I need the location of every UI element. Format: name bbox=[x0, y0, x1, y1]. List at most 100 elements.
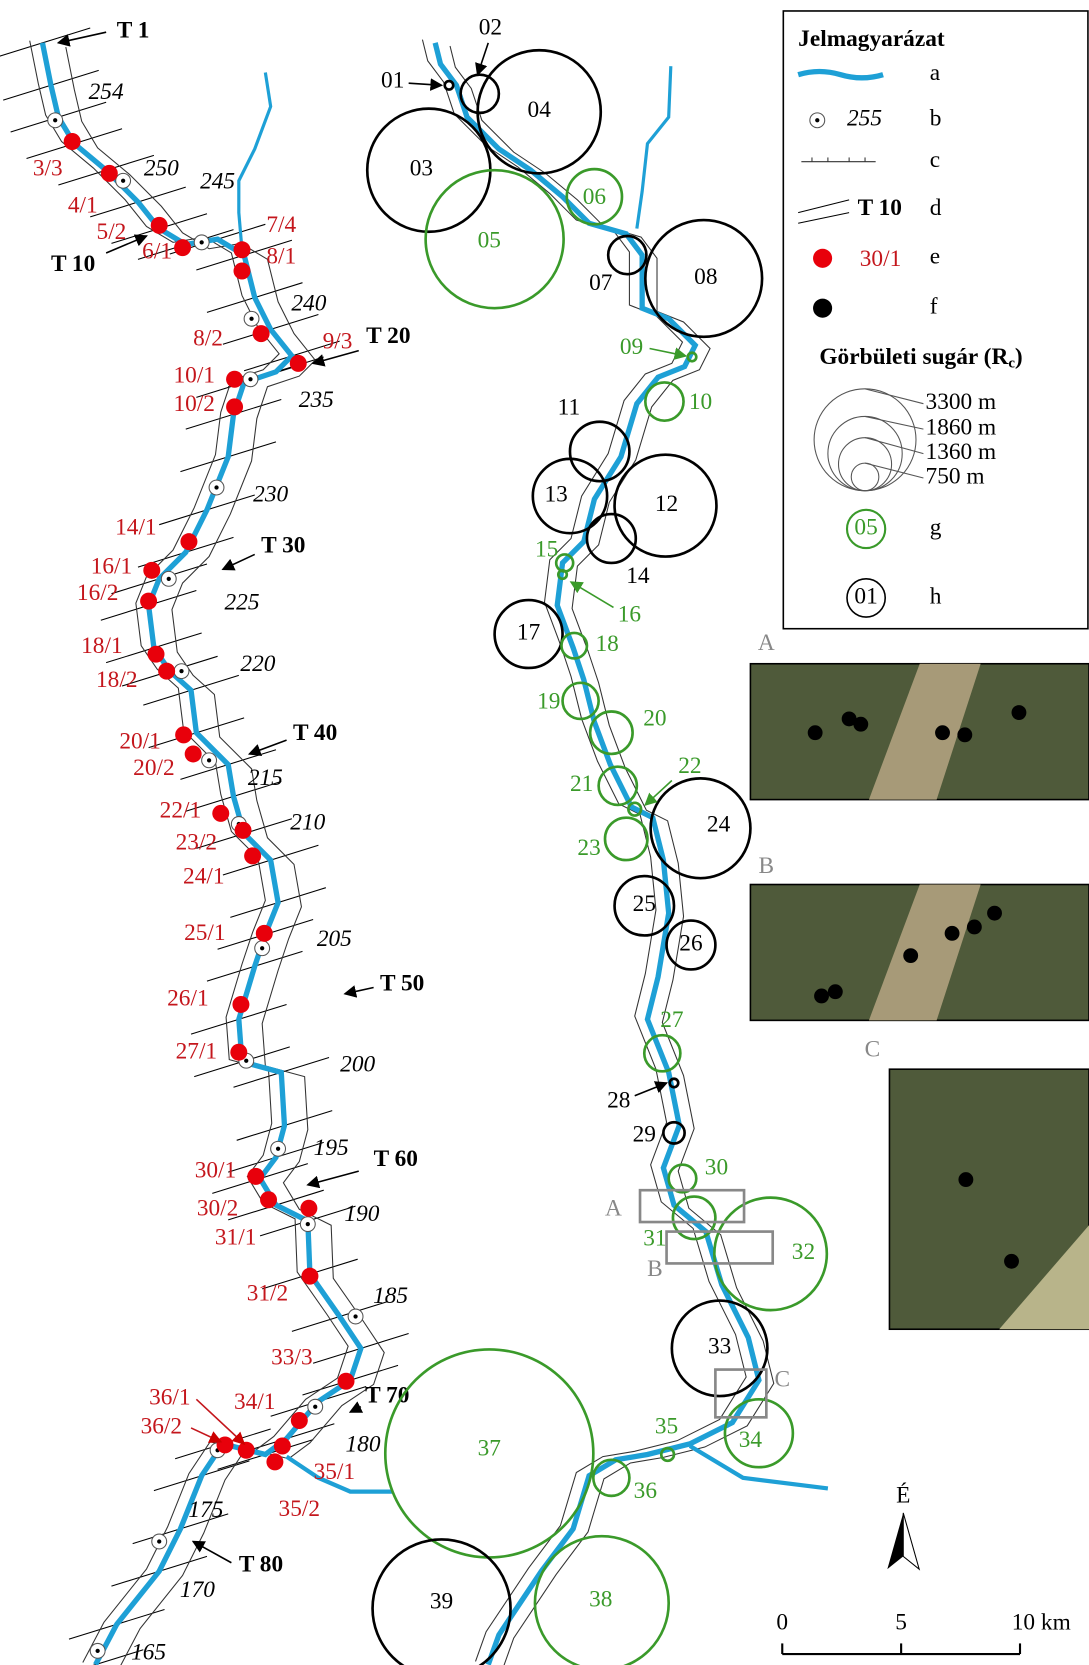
section-label: T 1 bbox=[117, 18, 150, 44]
point-label: 23/2 bbox=[176, 830, 218, 856]
point-label: 8/2 bbox=[193, 325, 223, 351]
km-label: 185 bbox=[373, 1283, 408, 1309]
bend-circle bbox=[605, 818, 647, 860]
sample-point bbox=[301, 1268, 318, 1285]
bend-label: 39 bbox=[430, 1588, 453, 1614]
bend-label: 20 bbox=[643, 705, 666, 731]
km-marker-dot bbox=[244, 1059, 248, 1063]
legend-radius-label: 1860 m bbox=[926, 415, 997, 441]
legend-label: 30/1 bbox=[860, 246, 902, 272]
north-arrow-right bbox=[903, 1513, 919, 1569]
sample-point bbox=[260, 1191, 277, 1208]
km-label: 165 bbox=[131, 1639, 166, 1665]
point-label: 27/1 bbox=[176, 1039, 218, 1065]
bend-label: 34 bbox=[739, 1427, 763, 1453]
sample-point bbox=[148, 646, 165, 663]
inset-point bbox=[967, 920, 982, 935]
km-label: 170 bbox=[180, 1577, 215, 1603]
inset-point bbox=[987, 906, 1002, 921]
legend-letter: h bbox=[930, 583, 942, 609]
km-label: 245 bbox=[200, 168, 235, 194]
sample-point bbox=[244, 847, 261, 864]
map-box-label: B bbox=[647, 1256, 663, 1282]
arrow bbox=[193, 1542, 231, 1563]
point-label: 9/3 bbox=[323, 329, 353, 355]
point-label: 26/1 bbox=[167, 986, 209, 1012]
km-marker-dot bbox=[167, 577, 171, 581]
km-label: 200 bbox=[340, 1051, 375, 1077]
inset-point bbox=[903, 948, 918, 963]
arrow bbox=[635, 1083, 667, 1096]
arrow bbox=[308, 1171, 359, 1185]
bend-label: 30 bbox=[705, 1154, 728, 1180]
point-label: 34/1 bbox=[234, 1389, 276, 1415]
km-label: 225 bbox=[224, 590, 259, 616]
legend-photo-point bbox=[813, 299, 832, 318]
sample-point bbox=[300, 1200, 317, 1217]
bend-label: 13 bbox=[545, 481, 568, 507]
inset-point bbox=[935, 725, 950, 740]
point-label: 24/1 bbox=[183, 863, 225, 889]
legend-title: Jelmagyarázat bbox=[798, 26, 945, 52]
bend-label: 16 bbox=[618, 601, 641, 627]
sample-point bbox=[238, 1442, 255, 1459]
sample-point bbox=[235, 822, 252, 839]
bend-label: 37 bbox=[478, 1436, 501, 1462]
bend-label: 09 bbox=[620, 334, 643, 360]
bend-label: 27 bbox=[660, 1007, 683, 1033]
km-label: 195 bbox=[314, 1135, 349, 1161]
inset-point bbox=[957, 727, 972, 742]
bend-label: 06 bbox=[583, 184, 606, 210]
scale-label: 10 km bbox=[1012, 1610, 1071, 1636]
sample-point bbox=[266, 1453, 283, 1470]
sample-point bbox=[175, 726, 192, 743]
km-marker-dot bbox=[260, 946, 264, 950]
point-label: 14/1 bbox=[115, 514, 157, 540]
bend-label: 12 bbox=[655, 491, 678, 517]
point-label: 36/1 bbox=[149, 1385, 191, 1411]
sample-point bbox=[143, 562, 160, 579]
point-label: 31/2 bbox=[247, 1281, 289, 1307]
sample-point bbox=[234, 263, 251, 280]
legend-radius-label: 1360 m bbox=[926, 439, 997, 465]
inset-point bbox=[853, 717, 868, 732]
sample-point bbox=[291, 1412, 308, 1429]
bend-label: 03 bbox=[410, 156, 433, 182]
radius-title-part: ) bbox=[1015, 344, 1023, 370]
legend-letter: b bbox=[930, 106, 942, 132]
point-label: 20/1 bbox=[119, 729, 161, 755]
bend-label: 08 bbox=[694, 264, 717, 290]
legend-radius-label: 750 m bbox=[926, 463, 985, 489]
point-label: 36/2 bbox=[141, 1413, 183, 1439]
inset-point bbox=[945, 926, 960, 941]
inset-label: C bbox=[865, 1037, 881, 1063]
legend-letter: d bbox=[930, 195, 942, 221]
radius-title-part: Görbületi sugár (R bbox=[819, 344, 1009, 370]
km-marker-dot bbox=[214, 485, 218, 489]
point-label: 7/4 bbox=[266, 212, 296, 238]
bend-label: 36 bbox=[634, 1478, 657, 1504]
section-label: T 40 bbox=[293, 720, 337, 746]
bend-label: 15 bbox=[535, 537, 558, 563]
legend-label: 05 bbox=[854, 514, 877, 540]
point-label: 10/2 bbox=[173, 391, 215, 417]
point-label: 16/2 bbox=[77, 580, 119, 606]
point-label: 25/1 bbox=[184, 920, 226, 946]
sample-point bbox=[290, 355, 307, 372]
levee bbox=[66, 47, 384, 1665]
legend-radius-label: 3300 m bbox=[926, 389, 997, 415]
km-label: 210 bbox=[290, 809, 325, 835]
legend-radius-title: Görbületi sugár (Rc) bbox=[819, 344, 1022, 371]
legend-point bbox=[813, 249, 832, 268]
bend-circle bbox=[587, 514, 636, 563]
bend-label: 01 bbox=[381, 67, 404, 93]
sample-point bbox=[226, 371, 243, 388]
section-label: T 10 bbox=[51, 251, 95, 277]
sample-point bbox=[217, 1436, 234, 1453]
km-marker-dot bbox=[121, 179, 125, 183]
km-label: 240 bbox=[291, 290, 326, 316]
arrow bbox=[350, 1407, 361, 1412]
scale-label: 0 bbox=[776, 1610, 788, 1636]
legend-label: T 10 bbox=[858, 195, 902, 221]
arrow bbox=[478, 43, 489, 75]
